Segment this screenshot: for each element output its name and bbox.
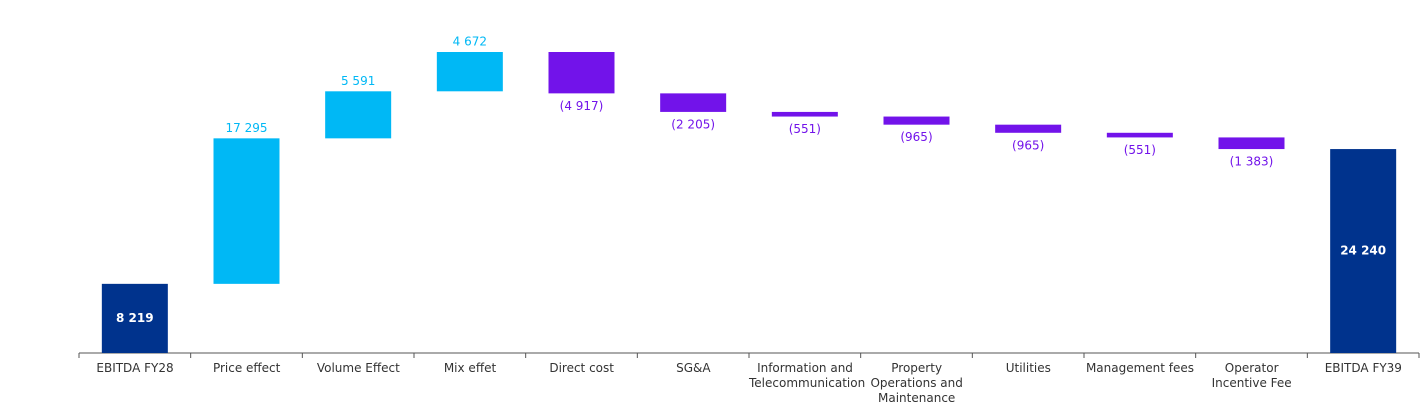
x-tick-label: Utilities — [1005, 361, 1051, 375]
bar — [1218, 137, 1285, 150]
bar — [1106, 132, 1173, 138]
value-label: (2 205) — [671, 117, 715, 131]
x-tick-label: Direct cost — [549, 361, 614, 375]
x-tick-label: Operator Incentive Fee — [1211, 361, 1292, 390]
value-label: 5 591 — [341, 74, 375, 88]
x-tick-label: EBITDA FY28 — [96, 361, 174, 375]
value-label: (965) — [900, 130, 932, 144]
value-label: (1 383) — [1230, 155, 1274, 169]
value-label: (965) — [1012, 138, 1044, 152]
value-label: 8 219 — [116, 311, 154, 325]
value-label: 4 672 — [453, 35, 487, 49]
x-tick-label: Volume Effect — [316, 361, 400, 375]
x-tick-label: SG&A — [676, 361, 711, 375]
bar — [548, 52, 615, 94]
value-label: 17 295 — [226, 121, 268, 135]
bar — [101, 283, 168, 353]
x-tick-label: Property Operations and Maintenance — [870, 361, 963, 402]
x-tick-label: Mix effet — [443, 361, 497, 375]
bar — [1330, 149, 1397, 353]
value-label: (551) — [789, 122, 821, 136]
bar — [771, 111, 838, 117]
x-tick-label: Price effect — [212, 361, 281, 375]
value-label: (4 917) — [560, 99, 604, 113]
x-tick-label: EBITDA FY39 — [1324, 361, 1402, 375]
bar — [883, 116, 950, 125]
value-label: 24 240 — [1340, 244, 1386, 258]
value-label: (551) — [1124, 143, 1156, 157]
x-tick-label: Information and Telecommunication — [749, 361, 866, 390]
bar — [660, 93, 727, 112]
bar — [436, 52, 503, 92]
x-tick-label: Management fees — [1085, 361, 1195, 375]
bar — [995, 124, 1062, 133]
bar — [325, 91, 392, 139]
bar — [213, 138, 280, 284]
